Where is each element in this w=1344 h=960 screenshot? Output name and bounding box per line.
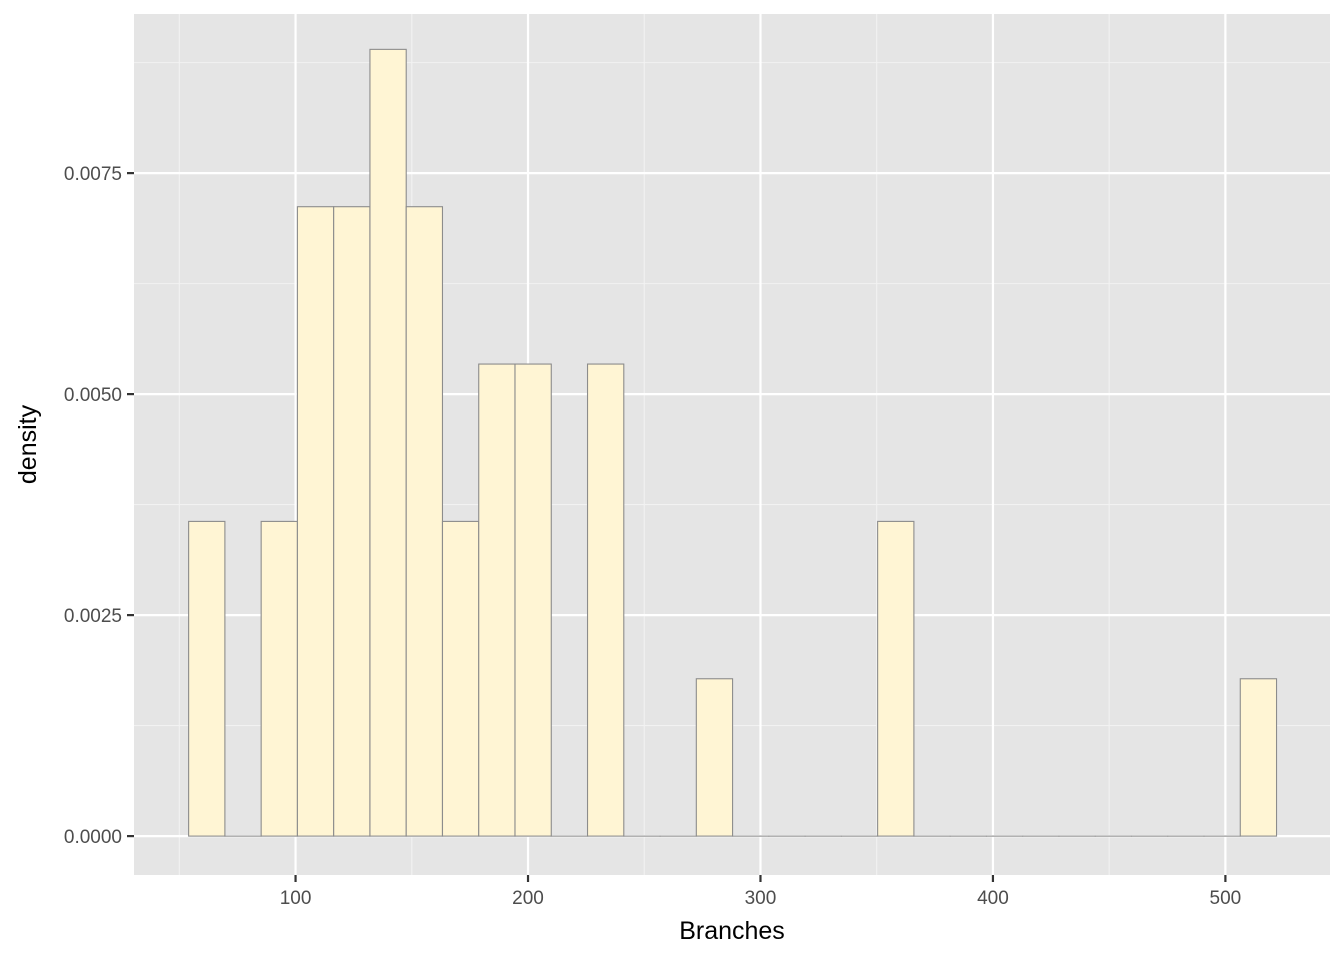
x-tick-label: 300 (745, 888, 777, 909)
x-tick-label: 500 (1210, 888, 1242, 909)
histogram-bar (405, 206, 444, 837)
histogram-bar (586, 363, 625, 837)
y-axis: 0.0000 0.0025 0.0050 0.0075 (64, 164, 134, 848)
histogram-bar (514, 363, 552, 837)
histogram-bar (333, 206, 371, 837)
histogram-bar (188, 520, 226, 837)
y-axis-title: density (14, 404, 42, 484)
histogram-bar (260, 520, 298, 837)
x-tick-label: 200 (512, 888, 544, 909)
histogram-bar (369, 48, 407, 837)
y-tick-label: 0.0000 (64, 827, 122, 848)
histogram-bars (188, 48, 1278, 837)
x-tick-label: 400 (977, 888, 1009, 909)
y-tick-label: 0.0050 (64, 385, 122, 406)
y-tick-label: 0.0075 (64, 164, 122, 185)
histogram-bar (1239, 678, 1278, 837)
histogram-bar (441, 520, 480, 837)
y-tick-label: 0.0025 (64, 606, 122, 627)
x-axis-title: Branches (679, 917, 785, 945)
histogram-bar (296, 206, 335, 837)
histogram-bar (877, 520, 915, 837)
histogram-bar (478, 363, 516, 837)
histogram-bar (695, 678, 734, 837)
x-tick-label: 100 (280, 888, 312, 909)
x-axis: 100 200 300 400 500 (280, 875, 1242, 909)
